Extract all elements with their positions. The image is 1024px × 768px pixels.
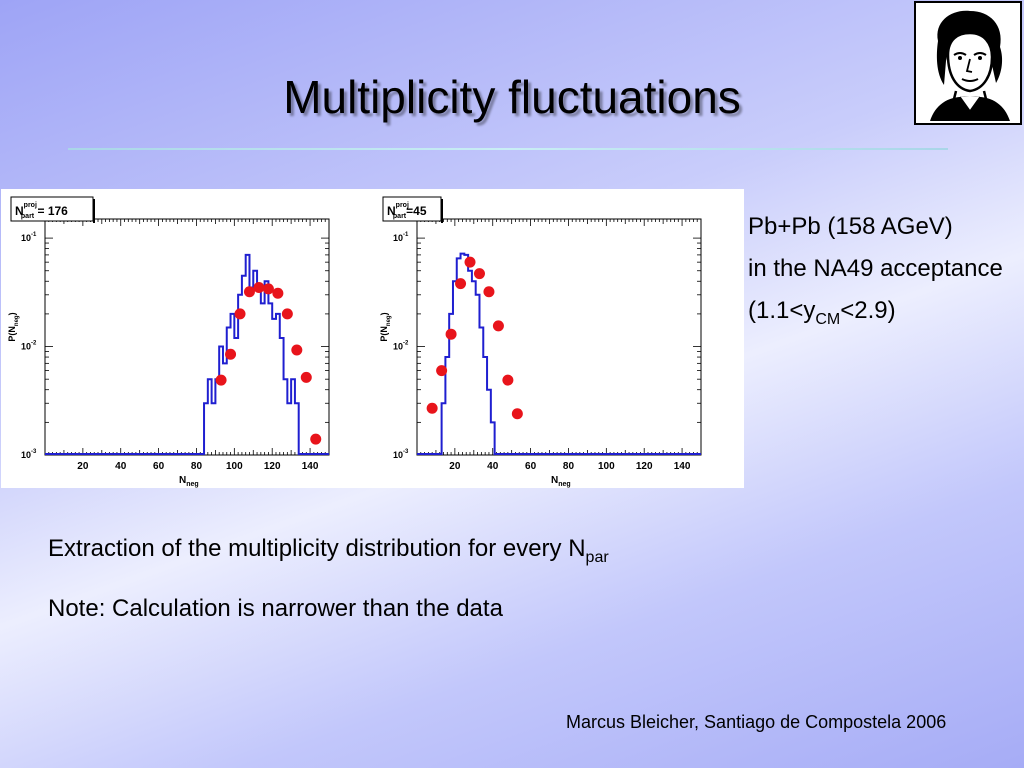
acceptance-label: in the NA49 acceptance (748, 255, 1003, 282)
charts-panel: 20 40 60 80 100 120 140 Nneg 10-1 10-2 10-3 P(Nneg)… (1, 189, 744, 488)
npart-label-sup: proj (24, 202, 37, 209)
x-axis-label-sub: neg (558, 481, 570, 488)
data-point (511, 408, 523, 420)
data-point (464, 256, 476, 268)
slide-title: Multiplicity fluctuations (283, 71, 741, 123)
x-tick-label: 140 (302, 461, 319, 472)
body-line-note: Note: Calculation is narrower than the d… (48, 594, 503, 622)
y-tick-label: 10-2 (393, 341, 409, 352)
x-tick-label: 40 (115, 461, 127, 472)
x-tick-label: 120 (636, 461, 653, 472)
rapidity-range: (1.1<yCM<2.9) (748, 297, 896, 328)
npart-label-sub: part (393, 213, 407, 220)
npart-label: Nproj part = 176 (15, 202, 68, 220)
chart-2: 20 40 60 80 100 120 140 Nneg 10-1 10-2 10-3 P(Nneg)… (379, 196, 702, 488)
x-tick-label: 60 (153, 461, 165, 472)
data-point (436, 365, 448, 377)
body-line-extraction: Extraction of the multiplicity distribut… (48, 535, 609, 566)
data-point (234, 308, 246, 320)
data-point (253, 282, 265, 294)
x-tick-label: 20 (449, 461, 461, 472)
data-point (291, 344, 303, 356)
y-tick-label-exp: -2 (31, 341, 37, 347)
data-point (225, 348, 237, 360)
footer-credit: Marcus Bleicher, Santiago de Compostela … (566, 712, 947, 732)
data-point (300, 371, 312, 383)
data-point (455, 278, 467, 290)
data-point (502, 374, 514, 386)
system-label: Pb+Pb (158 AGeV) (748, 213, 953, 240)
portrait-logo (914, 1, 1022, 125)
y-tick-label: 10-2 (21, 341, 37, 352)
data-point (272, 287, 284, 299)
y-axis-label: P(Nneg) (379, 312, 392, 341)
y-tick-label-exp: -1 (403, 232, 409, 238)
x-tick-label: 120 (264, 461, 281, 472)
y-axis-label-close: ) (7, 312, 17, 315)
x-axis-label: Nneg (551, 475, 571, 488)
x-tick-label: 80 (563, 461, 575, 472)
npart-label-sub: part (21, 213, 35, 220)
data-point (483, 286, 495, 298)
y-axis-label-sub: neg (386, 315, 392, 326)
y-tick-label: 10-1 (21, 232, 37, 243)
multiplicity-charts: 20 40 60 80 100 120 140 Nneg 10-1 10-2 10-3 P(Nneg)… (7, 196, 702, 488)
y-axis-label-close: ) (379, 312, 389, 315)
y-tick-label-exp: -3 (31, 449, 37, 455)
x-axis-label-sub: neg (186, 481, 198, 488)
y-axis-label-sub: neg (14, 315, 20, 326)
y-tick-label-exp: -1 (31, 232, 37, 238)
npart-label-sup: proj (396, 202, 409, 209)
histogram-line (45, 253, 329, 455)
y-tick-label: 10-3 (393, 449, 409, 460)
title-divider (68, 148, 948, 150)
npart-label-shadow (93, 199, 95, 223)
y-axis-label: P(Nneg) (7, 312, 20, 341)
chart-1: 20 40 60 80 100 120 140 Nneg 10-1 10-2 10-3 P(Nneg)… (7, 196, 330, 488)
npart-label-value: = 176 (34, 204, 68, 218)
npart-label-box (382, 196, 442, 222)
plot-frame (44, 218, 330, 456)
y-tick-label-exp: -2 (403, 341, 409, 347)
data-point (310, 433, 322, 445)
data-point (215, 374, 227, 386)
npart-label-value: =45 (406, 204, 427, 218)
x-tick-label: 80 (191, 461, 203, 472)
npart-label-box (10, 196, 94, 222)
collision-info: Pb+Pb (158 AGeV) in the NA49 acceptance … (748, 212, 1018, 347)
data-point (243, 286, 255, 298)
data-point (262, 283, 274, 295)
data-point (445, 328, 457, 340)
x-tick-label: 100 (598, 461, 615, 472)
data-point (281, 308, 293, 320)
npart-label: Nproj part=45 (387, 202, 427, 220)
y-tick-label-exp: -3 (403, 449, 409, 455)
data-point (492, 320, 504, 332)
x-tick-label: 140 (674, 461, 691, 472)
slide-body: Extraction of the multiplicity distribut… (48, 535, 948, 651)
x-axis-label: Nneg (179, 475, 199, 488)
y-tick-label: 10-1 (393, 232, 409, 243)
data-point (473, 268, 485, 280)
npart-label-shadow (441, 199, 443, 223)
y-tick-label: 10-3 (21, 449, 37, 460)
x-tick-label: 60 (525, 461, 537, 472)
x-tick-label: 40 (487, 461, 499, 472)
portrait-logo-drawing (930, 10, 1010, 121)
data-point (426, 402, 438, 414)
x-tick-label: 100 (226, 461, 243, 472)
x-tick-label: 20 (77, 461, 89, 472)
